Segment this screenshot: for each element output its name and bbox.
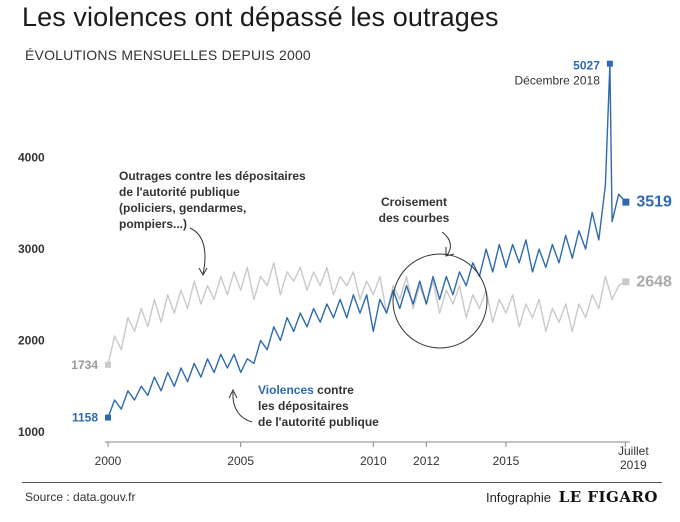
peak-marker [606,60,613,67]
x-tick-label: 2010 [360,454,387,468]
annotation-arrow [441,231,451,257]
x-tick-label: Juillet [618,444,649,458]
peak-date-label: Décembre 2018 [514,74,600,88]
y-tick-label: 3000 [18,242,45,256]
annotation-arrow-head [445,247,455,257]
end-value-label-violences: 3519 [636,194,672,211]
x-tick-label: 2019 [620,458,647,472]
x-tick-label: 2000 [95,454,122,468]
series-layer [105,60,630,421]
chart-subtitle: ÉVOLUTIONS MENSUELLES DEPUIS 2000 [25,47,311,63]
credit: Infographie LE FIGARO [486,488,658,506]
series-line-violences [107,63,626,418]
end-marker-violences [622,198,630,206]
chart-title: Les violences ont dépassé les outrages [22,2,499,32]
start-marker-outrages [105,361,111,368]
crossing-label: des courbes [379,211,450,225]
credit-prefix: Infographie [485,490,552,505]
x-tick-label: 2012 [413,454,440,468]
axis-layer: 1000 2000 3000 4000 2000 2005 2010 2012 2015 Juil… [18,151,649,472]
end-marker-outrages [622,278,630,286]
end-value-label-outrages: 2648 [636,273,672,290]
series-label-violences: les dépositaires [258,399,349,413]
start-marker-violences [105,414,111,421]
footer-divider [22,482,662,483]
series-label-outrages: de l'autorité publique [119,185,240,199]
crossing-circle [392,253,488,349]
series-label-outrages: Outrages contre les dépositaires [119,169,306,183]
series-label-outrages: (policiers, gendarmes, [119,201,246,215]
series-label-violences: de l'autorité publique [258,415,379,429]
peak-value-label: 5027 [573,59,600,73]
annotation-arrow [232,391,253,423]
source-note: Source : data.gouv.fr [25,490,136,504]
y-tick-label: 1000 [18,425,45,439]
series-line-outrages [107,262,626,366]
start-value-label-violences: 1158 [72,411,98,425]
series-label-outrages: pompiers...) [119,217,187,231]
x-tick-label: 2015 [493,454,520,468]
annotation-arrow [189,227,206,275]
series-label-violences: Violences contre [258,383,354,397]
start-value-label-outrages: 1734 [71,358,98,372]
annotation-arrow-head [198,267,208,277]
crossing-label: Croisement [381,195,447,209]
y-tick-label: 2000 [18,334,45,348]
y-tick-label: 4000 [18,151,45,165]
x-tick-label: 2005 [227,454,254,468]
annotation-arrow-head [228,388,238,399]
brand-logo: LE FIGARO [558,488,658,506]
